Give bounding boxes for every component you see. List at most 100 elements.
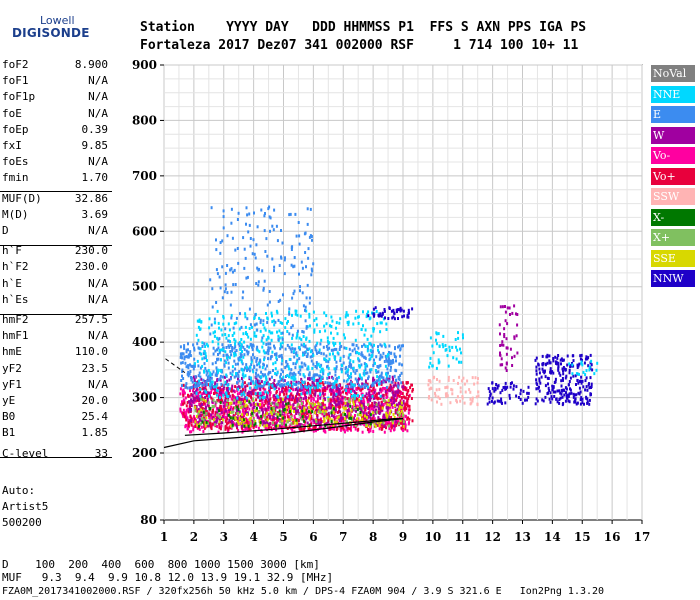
echo-point (271, 320, 274, 324)
echo-point (249, 421, 252, 425)
echo-point (519, 392, 522, 396)
echo-point (278, 264, 281, 267)
echo-point (215, 416, 218, 420)
echo-point (564, 399, 567, 403)
echo-point (335, 367, 338, 371)
echo-point (215, 418, 218, 422)
echo-point (226, 383, 229, 387)
echo-point (332, 341, 335, 345)
echo-point (190, 378, 193, 382)
echo-point (318, 379, 321, 383)
echo-point (347, 397, 350, 401)
param-row-16: hmF1 N/A (2, 329, 108, 345)
echo-point (584, 357, 587, 361)
x-tick-label: 17 (634, 530, 651, 544)
echo-point (313, 318, 316, 322)
echo-point (431, 344, 434, 348)
echo-point (269, 370, 272, 374)
echo-point (504, 305, 506, 308)
echo-point (338, 419, 341, 423)
echo-point (226, 394, 229, 398)
echo-point (564, 376, 567, 380)
echo-point (252, 370, 255, 374)
echo-point (363, 355, 366, 359)
echo-point (590, 382, 593, 386)
echo-point (304, 391, 307, 395)
echo-point (214, 413, 217, 417)
echo-point (291, 324, 294, 328)
echo-point (284, 385, 287, 389)
echo-point (277, 338, 280, 342)
echo-point (347, 402, 350, 406)
echo-point (399, 409, 402, 413)
echo-point (576, 378, 579, 382)
echo-point (378, 382, 380, 386)
param-label: B1 (2, 426, 16, 440)
echo-point (390, 415, 393, 419)
echo-point (230, 401, 233, 405)
echo-point (552, 357, 555, 360)
echo-point (303, 412, 306, 416)
echo-point (222, 393, 225, 397)
echo-point (280, 383, 283, 387)
echo-point (198, 414, 201, 418)
echo-point (401, 392, 404, 396)
echo-point (291, 333, 294, 337)
echo-point (515, 394, 518, 398)
echo-point (390, 426, 393, 430)
echo-point (239, 312, 241, 316)
echo-point (335, 321, 338, 325)
echo-point (254, 385, 257, 389)
echo-point (263, 351, 266, 355)
echo-point (189, 414, 192, 418)
echo-point (212, 408, 214, 412)
echo-point (548, 389, 551, 392)
echo-point (390, 385, 393, 389)
echo-point (188, 400, 191, 404)
echo-point (361, 384, 364, 388)
echo-point (263, 391, 266, 395)
echo-point (300, 385, 303, 389)
separator-3 (0, 457, 112, 458)
echo-point (258, 399, 261, 403)
echo-point (367, 403, 370, 407)
echo-point (366, 349, 369, 353)
echo-point (220, 406, 222, 410)
echo-point (203, 416, 206, 420)
echo-point (292, 396, 295, 400)
echo-point (575, 383, 577, 386)
echo-point (263, 326, 266, 330)
echo-point (240, 355, 243, 359)
echo-point (302, 344, 305, 348)
x-tick-label: 12 (484, 530, 501, 544)
echo-point (201, 407, 204, 411)
echo-point (244, 374, 247, 378)
echo-point (511, 381, 513, 385)
echo-point (491, 399, 493, 403)
echo-point (271, 314, 273, 318)
echo-point (226, 353, 229, 357)
echo-point (586, 397, 589, 401)
echo-point (454, 338, 457, 341)
echo-point (548, 397, 551, 401)
echo-point (328, 384, 331, 388)
echo-point (215, 400, 218, 404)
echo-point (394, 408, 397, 412)
echo-point (391, 424, 394, 428)
echo-point (406, 399, 409, 403)
echo-point (505, 361, 508, 365)
echo-point (350, 394, 353, 398)
echo-point (203, 421, 205, 425)
echo-point (257, 280, 260, 284)
echo-point (558, 389, 561, 393)
echo-point (279, 342, 282, 346)
echo-point (401, 403, 404, 407)
echo-point (185, 348, 188, 352)
echo-point (185, 424, 188, 428)
echo-point (337, 400, 340, 404)
echo-point (233, 354, 236, 358)
echo-point (380, 375, 383, 379)
echo-point (339, 397, 342, 401)
echo-point (201, 420, 204, 424)
echo-point (262, 341, 265, 345)
